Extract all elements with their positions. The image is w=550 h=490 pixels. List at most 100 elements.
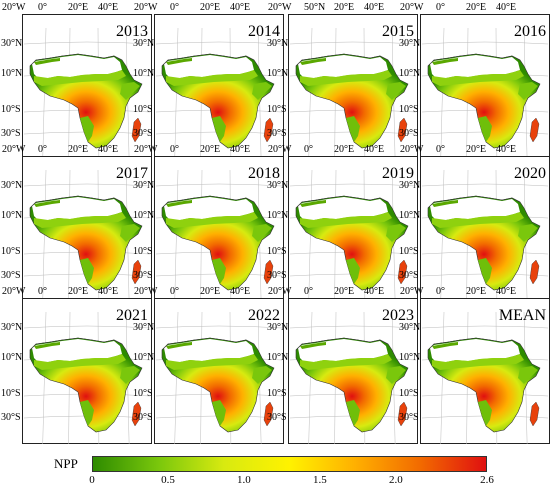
longitude-label: 40°E — [98, 144, 119, 155]
madagascar — [397, 401, 408, 427]
legend-tick-label: 2.0 — [388, 474, 403, 486]
latitude-label: 10°S — [399, 104, 419, 115]
year-label: 2019 — [382, 165, 414, 182]
latitude-label: 10°N — [1, 210, 23, 221]
latitude-label: 10°S — [267, 246, 287, 257]
year-label: 2018 — [248, 165, 280, 182]
longitude-label: 40°E — [230, 286, 251, 297]
latitude-label: 30°S — [399, 412, 419, 423]
africa-map — [155, 169, 283, 302]
latitude-label: 10°S — [267, 388, 287, 399]
longitude-label: 0° — [170, 144, 179, 155]
latitude-label: 10°N — [399, 210, 421, 221]
longitude-label: 20°E — [200, 2, 221, 13]
latitude-label: 10°N — [399, 352, 421, 363]
madagascar — [529, 117, 540, 143]
map-grid: 2013 20°W 0° 20°E 40°E 30°N 10°N 10°S 30°S 2014 20… — [1, 2, 550, 444]
map-panel-mean: MEAN 20°W 0° 20°E 40°E 30°N 10°N 10°S 30°S — [399, 287, 550, 444]
latitude-label: 30°N — [133, 38, 155, 49]
latitude-label: 30°N — [1, 180, 23, 191]
latitude-label: 30°N — [1, 322, 23, 333]
latitude-label: 10°S — [133, 388, 153, 399]
year-label: MEAN — [498, 307, 546, 324]
longitude-label: 20°W — [268, 286, 292, 297]
longitude-label: 20°E — [334, 144, 355, 155]
map-panel-2018: 2018 20°W 0° 20°E 40°E 30°N 10°N 10°S 30°S — [133, 145, 284, 302]
madagascar — [529, 401, 540, 427]
latitude-label: 30°N — [399, 180, 421, 191]
latitude-label: 30°S — [133, 412, 153, 423]
longitude-label: 40°E — [496, 2, 517, 13]
longitude-label: 20°E — [334, 286, 355, 297]
longitude-label: 20°W — [2, 144, 26, 155]
latitude-label: 30°N — [267, 322, 289, 333]
longitude-label: 0° — [170, 286, 179, 297]
map-panel-2019: 2019 20°W 0° 20°E 40°E 30°N 10°N 10°S 30°S — [267, 145, 418, 302]
longitude-label: 40°E — [230, 2, 251, 13]
latitude-label: 30°S — [133, 128, 153, 139]
latitude-label: 10°S — [1, 104, 21, 115]
longitude-label: 40°E — [496, 144, 517, 155]
longitude-label: 20°W — [134, 144, 158, 155]
longitude-label: 40°E — [364, 144, 385, 155]
latitude-label: 30°S — [1, 412, 21, 423]
africa-map — [23, 27, 151, 160]
latitude-label: 30°N — [267, 180, 289, 191]
latitude-label: 10°S — [1, 388, 21, 399]
legend-tick-label: 2.6 — [480, 474, 494, 486]
latitude-label: 30°S — [267, 128, 287, 139]
latitude-label: 10°S — [267, 104, 287, 115]
latitude-label: 10°N — [267, 68, 289, 79]
latitude-label: 30°S — [399, 128, 419, 139]
latitude-label: 10°N — [1, 68, 23, 79]
longitude-label: 20°W — [2, 286, 26, 297]
africa-map — [289, 311, 417, 444]
longitude-label: 20°E — [200, 286, 221, 297]
longitude-label: 40°E — [364, 2, 385, 13]
longitude-label: 40°E — [98, 2, 119, 13]
map-panel-2022: 2022 20°W 0° 20°E 40°E 30°N 10°N 10°S 30°S — [133, 287, 284, 444]
longitude-label: 20°E — [466, 144, 487, 155]
latitude-label: 30°N — [399, 322, 421, 333]
longitude-label: 20°W — [134, 2, 158, 13]
longitude-label: 20°E — [68, 2, 89, 13]
longitude-label: 0° — [38, 2, 47, 13]
longitude-label: 20°W — [134, 286, 158, 297]
latitude-label: 10°N — [133, 210, 155, 221]
madagascar — [397, 259, 408, 285]
legend-tick-label: 1.5 — [313, 474, 327, 486]
year-label: 2015 — [382, 23, 414, 40]
madagascar — [397, 117, 408, 143]
longitude-label: 0° — [38, 286, 47, 297]
latitude-label: 10°N — [133, 68, 155, 79]
madagascar — [131, 117, 142, 143]
latitude-label: 10°S — [133, 246, 153, 257]
madagascar — [131, 259, 142, 285]
longitude-label: 50°N — [304, 2, 326, 13]
madagascar — [263, 401, 274, 427]
longitude-label: 20°W — [400, 286, 424, 297]
legend-tick-label: 1.0 — [237, 474, 251, 486]
latitude-label: 30°N — [267, 38, 289, 49]
africa-map — [155, 27, 283, 160]
latitude-label: 10°S — [399, 246, 419, 257]
year-label: 2021 — [116, 307, 148, 324]
longitude-label: 20°W — [400, 144, 424, 155]
longitude-label: 20°W — [400, 2, 424, 13]
latitude-label: 30°N — [399, 38, 421, 49]
longitude-label: 0° — [38, 144, 47, 155]
africa-map — [289, 27, 417, 160]
africa-map — [421, 311, 549, 444]
madagascar — [131, 401, 142, 427]
longitude-label: 0° — [304, 144, 313, 155]
longitude-label: 0° — [304, 286, 313, 297]
latitude-label: 30°N — [133, 180, 155, 191]
longitude-label: 20°E — [334, 2, 355, 13]
map-panel-2013: 2013 20°W 0° 20°E 40°E 30°N 10°N 10°S 30°S — [1, 3, 152, 160]
madagascar — [529, 259, 540, 285]
latitude-label: 30°S — [267, 270, 287, 281]
npp-legend: NPP 0 0.5 1.0 1.5 2.0 2.6 — [0, 452, 550, 490]
latitude-label: 10°N — [1, 352, 23, 363]
latitude-label: 30°S — [267, 412, 287, 423]
year-label: 2013 — [116, 23, 148, 40]
